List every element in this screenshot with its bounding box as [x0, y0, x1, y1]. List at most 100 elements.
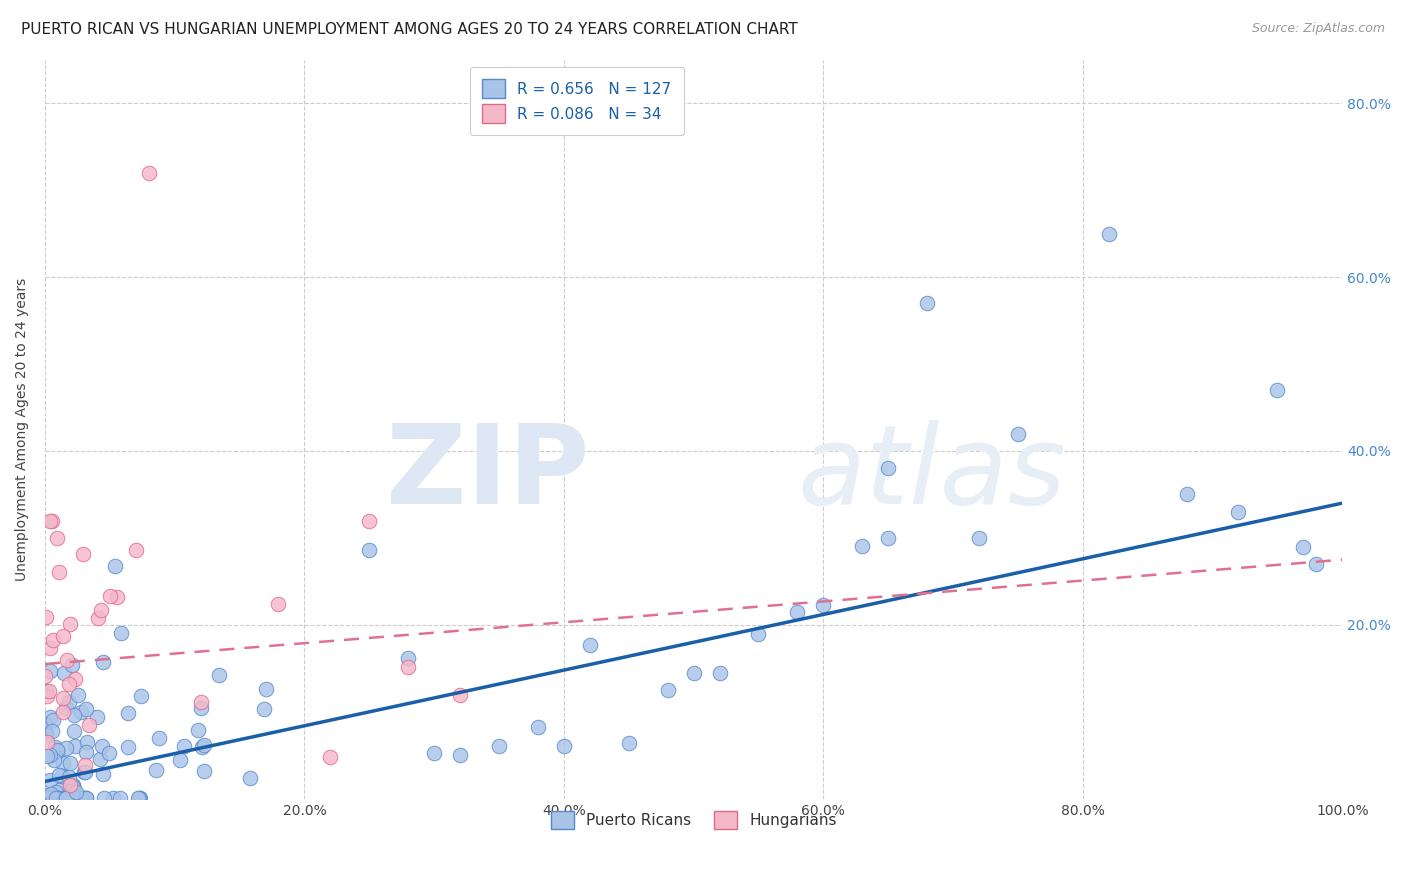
Point	[75, 791, 97, 805]
Point	[69, 791, 91, 805]
Point	[37, 791, 59, 805]
Point	[579, 638, 602, 652]
Point	[1227, 505, 1250, 519]
Point	[58, 676, 80, 690]
Point	[193, 764, 215, 778]
Point	[35, 791, 58, 805]
Point	[44, 753, 66, 767]
Point	[359, 514, 381, 528]
Point	[44, 740, 66, 755]
Point	[51, 791, 73, 805]
Point	[46, 744, 69, 758]
Point	[91, 739, 114, 753]
Point	[87, 610, 110, 624]
Point	[70, 791, 93, 805]
Point	[35, 735, 58, 749]
Point	[110, 626, 132, 640]
Point	[39, 665, 62, 679]
Point	[66, 688, 89, 702]
Point	[55, 701, 77, 715]
Point	[70, 791, 93, 805]
Point	[53, 791, 76, 805]
Point	[89, 752, 111, 766]
Point	[1007, 426, 1029, 441]
Point	[59, 791, 82, 805]
Point	[915, 296, 938, 310]
Point	[76, 735, 98, 749]
Point	[129, 791, 152, 805]
Point	[72, 791, 94, 805]
Point	[48, 565, 70, 579]
Point	[58, 695, 80, 709]
Point	[51, 791, 73, 805]
Point	[51, 629, 73, 643]
Point	[41, 724, 63, 739]
Point	[35, 609, 58, 624]
Point	[35, 683, 58, 698]
Point	[35, 791, 58, 805]
Point	[56, 653, 79, 667]
Point	[52, 690, 75, 705]
Point	[39, 791, 62, 805]
Text: PUERTO RICAN VS HUNGARIAN UNEMPLOYMENT AMONG AGES 20 TO 24 YEARS CORRELATION CHA: PUERTO RICAN VS HUNGARIAN UNEMPLOYMENT A…	[21, 22, 797, 37]
Point	[48, 768, 70, 782]
Point	[52, 705, 75, 719]
Point	[1305, 557, 1327, 571]
Point	[1267, 383, 1289, 397]
Point	[72, 547, 94, 561]
Point	[59, 779, 82, 793]
Point	[682, 666, 704, 681]
Point	[239, 771, 262, 785]
Point	[117, 739, 139, 754]
Point	[129, 689, 152, 703]
Point	[45, 791, 67, 805]
Point	[34, 669, 56, 683]
Point	[93, 791, 115, 805]
Point	[90, 603, 112, 617]
Point	[617, 736, 640, 750]
Point	[59, 756, 82, 771]
Point	[39, 748, 62, 763]
Point	[62, 778, 84, 792]
Point	[101, 791, 124, 805]
Point	[42, 791, 65, 805]
Point	[55, 791, 77, 805]
Point	[488, 739, 510, 753]
Point	[105, 591, 128, 605]
Point	[73, 758, 96, 772]
Point	[208, 667, 231, 681]
Text: Source: ZipAtlas.com: Source: ZipAtlas.com	[1251, 22, 1385, 36]
Point	[128, 791, 150, 805]
Point	[127, 791, 149, 805]
Point	[55, 791, 77, 805]
Point	[527, 720, 550, 734]
Point	[1175, 487, 1198, 501]
Legend: Puerto Ricans, Hungarians: Puerto Ricans, Hungarians	[544, 805, 842, 836]
Point	[1292, 540, 1315, 554]
Point	[191, 739, 214, 754]
Point	[813, 598, 835, 612]
Point	[41, 514, 63, 528]
Point	[98, 747, 121, 761]
Point	[709, 665, 731, 680]
Point	[53, 791, 76, 805]
Point	[34, 788, 56, 802]
Y-axis label: Unemployment Among Ages 20 to 24 years: Unemployment Among Ages 20 to 24 years	[15, 277, 30, 581]
Point	[39, 641, 62, 656]
Point	[35, 728, 58, 742]
Point	[52, 665, 75, 680]
Point	[62, 724, 84, 739]
Point	[169, 753, 191, 767]
Point	[62, 791, 84, 805]
Point	[39, 514, 62, 528]
Point	[51, 791, 73, 805]
Point	[553, 739, 575, 753]
Point	[786, 605, 808, 619]
Point	[117, 706, 139, 721]
Point	[91, 655, 114, 669]
Point	[51, 769, 73, 783]
Point	[747, 627, 769, 641]
Point	[86, 710, 108, 724]
Point	[91, 767, 114, 781]
Point	[396, 650, 419, 665]
